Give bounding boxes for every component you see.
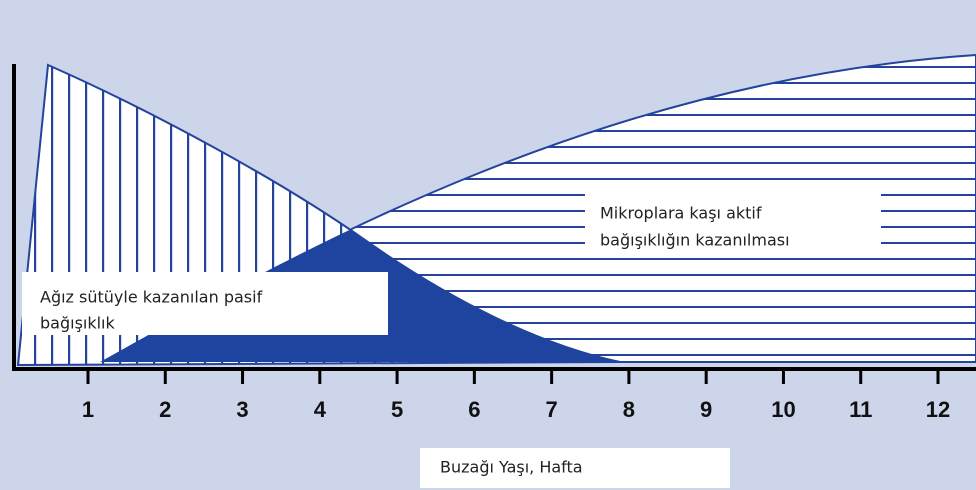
label-box <box>420 448 730 488</box>
x-tick-label: 9 <box>700 397 712 422</box>
x-tick-label: 3 <box>236 397 248 422</box>
passive-label: Ağız sütüyle kazanılan pasif <box>40 288 263 307</box>
x-tick-label: 5 <box>391 397 403 422</box>
x-tick-label: 12 <box>926 397 950 422</box>
x-tick-label: 11 <box>849 397 872 422</box>
x-tick-label: 2 <box>159 397 171 422</box>
passive-label: bağışıklık <box>40 314 116 333</box>
x-tick-label: 8 <box>623 397 635 422</box>
x-tick-label: 1 <box>82 397 94 422</box>
x-tick-label: 7 <box>546 397 558 422</box>
active-label: Mikroplara kaşı aktif <box>600 204 762 223</box>
label-box <box>585 188 881 255</box>
x-tick-label: 10 <box>771 397 795 422</box>
x-tick-label: 6 <box>468 397 480 422</box>
active-label: bağışıklığın kazanılması <box>600 231 790 250</box>
x-axis-label: Buzağı Yaşı, Hafta <box>440 458 583 477</box>
x-tick-label: 4 <box>314 397 327 422</box>
label-box <box>22 272 388 335</box>
